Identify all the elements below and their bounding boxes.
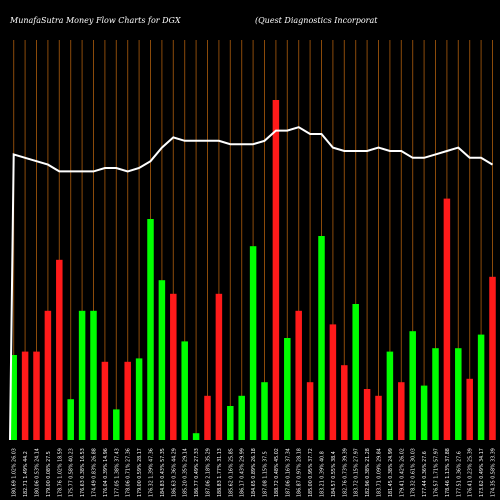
money-flow-bar (44, 310, 52, 440)
x-tick-label: 180.06 0.53% 24.14 (35, 448, 41, 497)
x-tick-label: 176.57 1.71% 57.97 (434, 448, 440, 497)
money-flow-bar (227, 406, 234, 440)
x-tick-label: 187.08 1.15% 37.5 (263, 451, 269, 497)
chart-title: MunafaSutra Money Flow Charts for DGX (10, 16, 181, 25)
money-flow-bar (192, 433, 200, 440)
money-flow-bar (284, 338, 291, 440)
x-tick-label: 179.41 0.42% 26.02 (399, 448, 405, 497)
money-flow-bar (78, 310, 86, 440)
money-flow-bar (10, 355, 17, 440)
x-axis-labels: 180.69 1.02% 26.03 182.71 1.49% 44.2 180.0… (12, 448, 497, 497)
x-tick-label: 182.96 0.38% 21.28 (365, 448, 371, 497)
x-tick-label: 186.17 0.43% 29.99 (240, 448, 246, 497)
x-tick-label: 175.77 0.58% 40.23 (69, 448, 75, 497)
money-flow-bar (204, 395, 211, 440)
money-flow-bar (352, 304, 359, 440)
money-flow-bar (90, 310, 97, 440)
money-flow-bar (181, 341, 188, 440)
x-tick-label: 173.62 0.49% 34.17 (479, 448, 485, 497)
money-flow-bar (135, 358, 143, 440)
money-flow-bar (329, 324, 337, 440)
x-tick-label: 176.41 0.23% 25.39 (468, 448, 474, 497)
x-tick-label: 188.72 0.48% 45.02 (274, 448, 280, 497)
money-flow-bar (477, 334, 485, 440)
money-flow-bar (67, 399, 74, 440)
x-tick-label: 177.51 0.36% 27.6 (456, 451, 462, 497)
x-tick-label: 183.21 0.39% 40.8 (320, 451, 326, 497)
x-tick-label: 187.06 2.18% 35.29 (206, 448, 212, 497)
x-tick-label: 184.57 0.55% 38.4 (331, 451, 337, 497)
chart-subtitle: (Quest Diagnostics Incorporat (255, 16, 378, 25)
x-tick-label: 174.35 0.58% 33.39 (491, 448, 497, 497)
x-tick-label: 178.46 1.13% 37.88 (445, 448, 451, 497)
money-flow-bar (443, 198, 451, 440)
money-flow-bar (215, 293, 223, 440)
money-flow-bar (386, 351, 394, 440)
x-tick-label: 174.49 0.83% 26.88 (92, 448, 98, 497)
money-flow-bar (56, 259, 63, 440)
money-flow-bars (10, 100, 496, 440)
x-tick-label: 182.76 0.73% 39.39 (342, 448, 348, 497)
money-flow-bar (306, 382, 314, 440)
money-flow-bar (147, 219, 154, 440)
x-tick-label: 178.32 0.61% 30.03 (411, 448, 417, 497)
money-flow-bar (33, 351, 40, 440)
x-tick-label: 176.32 1.39% 47.36 (149, 448, 155, 497)
money-flow-bar (113, 409, 120, 440)
x-tick-label: 187.06 0.16% 37.34 (285, 448, 291, 497)
x-tick-label: 179.00 0.08% 27.5 (46, 451, 52, 497)
money-flow-bar (170, 293, 177, 440)
x-tick-label: 186.87 0.97% 28.18 (297, 448, 303, 497)
money-flow-bar (272, 100, 280, 440)
x-tick-label: 185.20 0.35% 29.14 (183, 448, 189, 497)
x-tick-label: 185.62 0.16% 25.85 (228, 448, 234, 497)
x-tick-label: 184.65 0.89% 26.18 (251, 448, 257, 497)
x-tick-label: 176.04 0.39% 14.96 (103, 448, 109, 497)
x-tick-label: 176.63 0.38% 16.53 (80, 448, 86, 497)
money-flow-bar (455, 348, 462, 440)
money-flow-bar (318, 236, 325, 440)
x-tick-label: 179.00 0.59% 28.17 (137, 448, 143, 497)
money-flow-bar (466, 378, 473, 440)
money-flow-bar (375, 395, 382, 440)
money-flow-bar (363, 389, 371, 440)
money-flow-bar (341, 365, 348, 440)
x-tick-label: 186.77 0.49% 27.33 (194, 448, 200, 497)
x-tick-label: 178.06 0.71% 27.36 (126, 448, 132, 497)
money-flow-bar (295, 310, 302, 440)
money-flow-bar (238, 395, 245, 440)
money-flow-bar (21, 351, 29, 440)
x-tick-label: 188.83 1.77% 31.13 (217, 448, 223, 497)
x-tick-label: 182.71 1.49% 44.2 (23, 451, 29, 497)
x-tick-label: 178.76 1.02% 18.59 (57, 448, 63, 497)
x-tick-label: 177.05 1.38% 37.43 (114, 448, 120, 497)
x-tick-label: 180.69 1.02% 26.03 (12, 448, 18, 497)
x-tick-label: 185.00 0.95% 37.72 (308, 448, 314, 497)
money-flow-bar (101, 361, 109, 440)
money-flow-bar (432, 348, 439, 440)
money-flow-line (9, 126, 494, 441)
money-flow-bar (398, 382, 405, 440)
x-tick-label: 181.45 0.38% 24.99 (388, 448, 394, 497)
x-tick-label: 183.71 0.09% 29.84 (377, 448, 383, 497)
x-tick-label: 177.44 0.36% 27.6 (422, 451, 428, 497)
money-flow-bar (158, 280, 166, 440)
x-tick-label: 186.63 0.36% 44.29 (171, 448, 177, 497)
money-flow-bar (249, 246, 257, 440)
x-tick-label: 184.83 0.43% 57.35 (160, 448, 166, 497)
money-flow-bar (261, 382, 268, 440)
x-tick-label: 183.72 0.15% 27.97 (354, 448, 360, 497)
money-flow-bar (489, 276, 496, 440)
money-flow-bar (409, 331, 416, 440)
money-flow-bar (420, 385, 428, 440)
money-flow-bar (124, 361, 131, 440)
